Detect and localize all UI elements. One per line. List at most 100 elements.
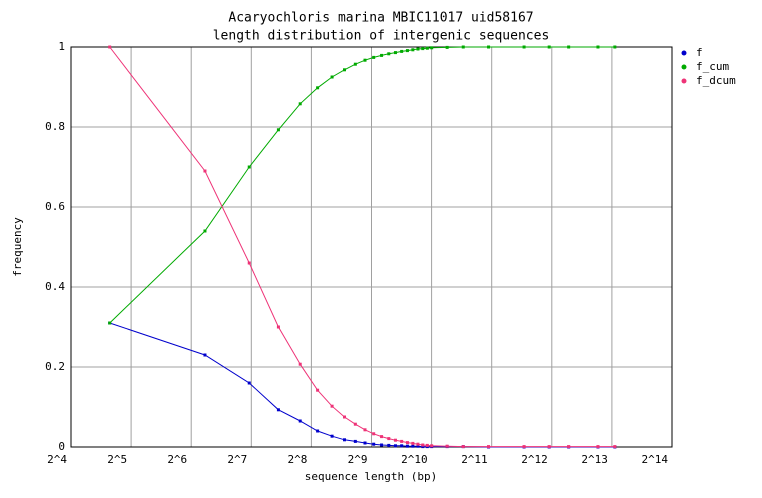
point-marker [363, 441, 367, 445]
point-marker [342, 68, 346, 72]
point-marker [203, 353, 207, 357]
y-tick-label: 0.6 [45, 200, 65, 213]
point-marker [405, 49, 409, 53]
legend-marker [681, 50, 687, 56]
point-marker [393, 438, 397, 442]
point-marker [316, 388, 320, 392]
point-marker [380, 435, 384, 439]
point-marker [445, 444, 449, 448]
point-marker [330, 434, 334, 438]
point-marker [522, 445, 526, 449]
legend-label: f_cum [696, 60, 729, 73]
chart-subtitle: length distribution of intergenic sequen… [213, 29, 550, 44]
point-marker [330, 75, 334, 79]
x-tick-label: 2^7 [227, 453, 247, 466]
point-marker [316, 86, 320, 90]
x-tick-label: 2^9 [348, 453, 368, 466]
x-tick-label: 2^5 [107, 453, 127, 466]
point-marker [108, 45, 112, 49]
point-marker [400, 439, 404, 443]
series-line [109, 46, 615, 448]
point-marker [380, 53, 384, 57]
point-marker [487, 445, 491, 449]
x-tick-label: 2^12 [521, 453, 548, 466]
point-marker [411, 444, 415, 448]
point-marker [203, 169, 207, 173]
x-tick-label: 2^14 [642, 453, 669, 466]
point-marker [425, 443, 429, 447]
point-marker [393, 444, 397, 448]
point-marker [298, 362, 302, 366]
point-marker [461, 45, 465, 49]
point-marker [547, 445, 551, 449]
point-marker [247, 261, 251, 265]
point-marker [363, 428, 367, 432]
point-marker [387, 443, 391, 447]
point-marker [445, 45, 449, 49]
point-marker [613, 445, 617, 449]
point-marker [363, 58, 367, 62]
point-marker [372, 432, 376, 436]
point-marker [372, 442, 376, 446]
y-tick-label: 0 [58, 440, 65, 453]
x-axis-label: sequence length (bp) [305, 470, 437, 483]
point-marker [298, 419, 302, 423]
point-marker [405, 444, 409, 448]
legend-label: f_dcum [696, 74, 736, 87]
point-marker [276, 408, 280, 412]
point-marker [411, 441, 415, 445]
point-marker [567, 45, 571, 49]
plot-frame [70, 46, 673, 448]
point-marker [400, 444, 404, 448]
point-marker [547, 45, 551, 49]
y-tick-label: 0.4 [45, 280, 65, 293]
point-marker [416, 444, 420, 448]
point-marker [461, 445, 465, 449]
point-marker [430, 46, 434, 50]
point-marker [416, 442, 420, 446]
point-marker [421, 47, 425, 51]
point-marker [387, 437, 391, 441]
point-marker [298, 102, 302, 106]
point-marker [353, 62, 357, 66]
y-axis-label: frequency [11, 217, 24, 277]
legend-marker [681, 64, 687, 70]
point-marker [353, 422, 357, 426]
point-marker [411, 48, 415, 52]
point-marker [522, 45, 526, 49]
y-tick-label: 0.2 [45, 360, 65, 373]
point-marker [421, 445, 425, 449]
point-marker [425, 46, 429, 50]
point-marker [567, 445, 571, 449]
x-tick-label: 2^11 [461, 453, 488, 466]
point-marker [380, 443, 384, 447]
point-marker [596, 445, 600, 449]
point-marker [400, 49, 404, 53]
y-tick-label: 1 [58, 40, 65, 53]
y-tick-label: 0.8 [45, 120, 65, 133]
chart-title: Acaryochloris marina MBIC11017 uid58167 [228, 11, 533, 26]
point-marker [393, 51, 397, 55]
point-marker [613, 45, 617, 49]
point-marker [405, 441, 409, 445]
point-marker [372, 55, 376, 59]
legend-marker [681, 78, 687, 84]
point-marker [276, 128, 280, 132]
point-marker [330, 404, 334, 408]
x-tick-label: 2^10 [401, 453, 428, 466]
x-tick-label: 2^4 [47, 453, 67, 466]
point-marker [316, 429, 320, 433]
x-tick-label: 2^13 [581, 453, 608, 466]
point-marker [276, 325, 280, 329]
point-marker [247, 165, 251, 169]
x-tick-label: 2^8 [288, 453, 308, 466]
point-marker [487, 45, 491, 49]
point-marker [353, 439, 357, 443]
series-line [109, 46, 615, 324]
point-marker [203, 229, 207, 233]
point-marker [247, 381, 251, 385]
point-marker [596, 45, 600, 49]
point-marker [387, 52, 391, 56]
legend-label: f [696, 46, 703, 59]
